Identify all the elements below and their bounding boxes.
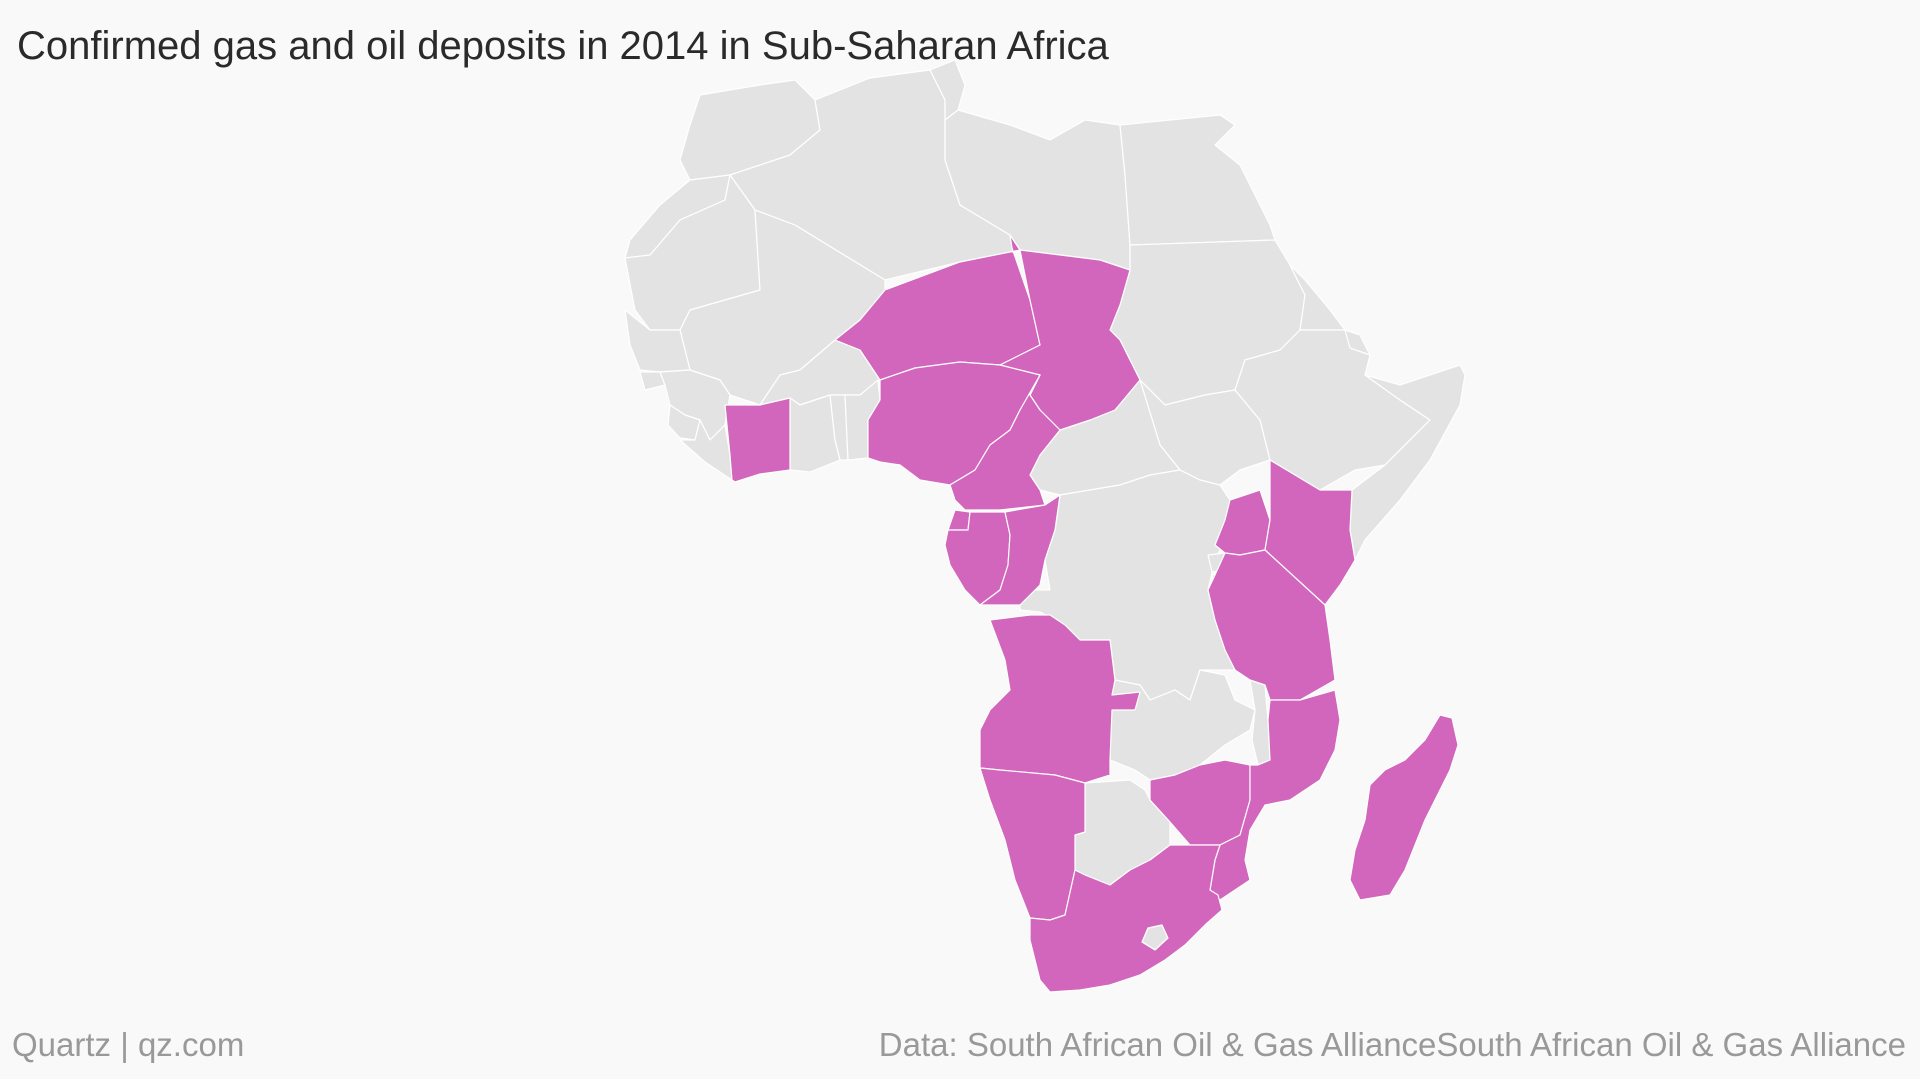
map-title: Confirmed gas and oil deposits in 2014 i… [17, 24, 1109, 68]
country-egypt [1119, 114, 1276, 246]
country-togo [829, 394, 849, 461]
country-cameroon[interactable] [949, 374, 1061, 511]
country-mozambique[interactable] [1209, 689, 1341, 901]
country-madagascar[interactable] [1349, 714, 1459, 901]
footer-source: Data: South African Oil & Gas AllianceSo… [878, 1026, 1906, 1063]
country-kenya[interactable] [1264, 459, 1356, 606]
country-equatorial-guinea[interactable] [947, 509, 971, 531]
country-cote-divoire[interactable] [724, 397, 791, 483]
footer-brand: Quartz | qz.com [12, 1026, 245, 1063]
country-angola[interactable] [979, 614, 1141, 784]
country-djibouti [1344, 329, 1371, 356]
country-republic-of-congo[interactable] [979, 494, 1061, 606]
country-south-africa[interactable] [1029, 844, 1223, 993]
country-tanzania[interactable] [1207, 549, 1336, 701]
country-somalia [1349, 364, 1466, 561]
